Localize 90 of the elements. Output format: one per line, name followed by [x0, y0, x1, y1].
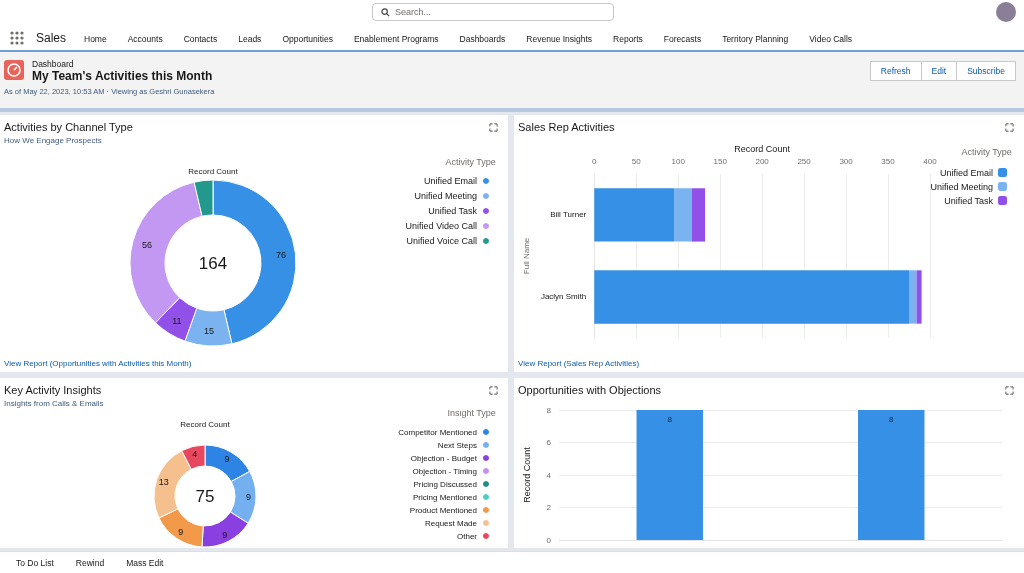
x-axis-title: Record Count	[734, 143, 791, 154]
text: Revenue Insights	[526, 34, 593, 44]
text: Accounts	[127, 34, 163, 44]
y-axis-title: Record Count	[521, 446, 532, 503]
y-axis-title: Full Name	[521, 237, 531, 275]
text: Enablement Programs	[353, 34, 439, 44]
x-tick-label: 100	[671, 157, 686, 167]
data-label: 9	[178, 527, 184, 538]
text: Forecasts	[663, 34, 702, 44]
text: Sales	[36, 31, 67, 45]
legend-title: Activity Type	[445, 156, 496, 167]
legend-label: Product Mentioned	[409, 505, 477, 515]
text: Subscribe	[956, 61, 1016, 81]
text: Video Calls	[809, 34, 853, 44]
x-tick-label: 250	[797, 157, 812, 167]
x-tick-label: 150	[713, 157, 728, 167]
text: To Do List	[16, 557, 54, 568]
text: Leads	[238, 34, 262, 44]
legend-label: Competitor Mentioned	[398, 427, 477, 437]
text: Edit	[920, 61, 958, 81]
data-label: 11	[172, 316, 182, 327]
legend-label: Unified Meeting	[414, 191, 477, 201]
legend-label: Unified Voice Call	[406, 236, 477, 246]
bar	[691, 188, 706, 242]
text: Key Activity Insights	[4, 384, 102, 396]
y-tick-label: 8	[546, 405, 552, 415]
y-tick-label: Jaclyn Smith	[540, 292, 587, 302]
data-label: 76	[276, 250, 287, 261]
bar	[594, 188, 674, 242]
y-tick-label: Bill Turner	[550, 210, 587, 220]
legend-label: Pricing Discussed	[413, 479, 477, 489]
text: Insights from Calls & Emails	[4, 399, 104, 408]
text: Opportunities	[282, 34, 333, 44]
x-tick-label: 350	[881, 157, 896, 167]
bar	[594, 270, 910, 324]
text: My Team's Activities this Month	[32, 69, 213, 83]
text: Territory Planning	[722, 34, 789, 44]
text: Record Count	[188, 166, 239, 176]
y-tick-label: 2	[546, 503, 552, 512]
x-tick-label: 0	[592, 157, 598, 167]
legend-label: Objection - Timing	[412, 466, 477, 476]
data-label: 9	[222, 529, 228, 540]
data-label: 4	[192, 448, 198, 459]
data-label: 9	[245, 492, 251, 503]
x-tick-label: 200	[755, 157, 770, 167]
legend-label: Next Steps	[437, 440, 477, 450]
y-tick-label: 4	[546, 470, 552, 480]
legend-label: Unified Task	[428, 206, 478, 216]
data-label: 15	[204, 326, 215, 337]
text: Reports	[613, 34, 643, 44]
text: Dashboards	[459, 34, 506, 44]
x-tick-label: 400	[923, 157, 938, 167]
y-tick-label: 0	[546, 535, 552, 545]
legend-label: Unified Email	[939, 167, 993, 178]
bar	[909, 270, 917, 324]
legend-label: Unified Video Call	[405, 221, 477, 231]
chart-title: Sales Rep Activities	[518, 121, 615, 133]
y-tick-label: 6	[546, 438, 552, 447]
legend-label: Other	[456, 531, 478, 541]
text: Refresh	[869, 61, 922, 81]
bar	[916, 270, 922, 324]
legend-label: Objection - Budget	[410, 453, 478, 463]
data-label: 8	[889, 414, 895, 424]
legend-label: Unified Meeting	[930, 181, 993, 192]
chart-title: Activities by Channel Type	[4, 121, 133, 133]
data-label: 8	[667, 414, 673, 424]
text: 75	[195, 486, 215, 506]
text: Contacts	[183, 34, 218, 44]
text: Dashboard	[32, 59, 74, 69]
data-label: 13	[158, 477, 169, 488]
text: How We Engage Prospects	[4, 136, 102, 145]
bar	[673, 188, 692, 242]
chart-title: Opportunities with Objections	[518, 384, 662, 396]
legend-title: Activity Type	[961, 146, 1012, 157]
legend-label: Unified Email	[423, 176, 477, 186]
text: Rewind	[75, 557, 105, 568]
data-label: 56	[141, 239, 152, 250]
legend-label: Pricing Mentioned	[412, 492, 477, 502]
text: View Report (Opportunities with Activities this Month)	[4, 359, 192, 368]
x-tick-label: 300	[839, 157, 854, 167]
x-tick-label: 50	[631, 157, 642, 167]
legend-label: Request Made	[424, 518, 478, 528]
text: Record Count	[180, 419, 231, 429]
text: Search...	[372, 3, 614, 21]
text: View Report (Sales Rep Activities)	[518, 359, 640, 368]
text: 164	[198, 253, 228, 273]
data-label: 9	[224, 453, 230, 464]
legend-label: Unified Task	[944, 195, 994, 206]
text: Mass Edit	[126, 557, 164, 568]
text: Home	[84, 34, 107, 44]
